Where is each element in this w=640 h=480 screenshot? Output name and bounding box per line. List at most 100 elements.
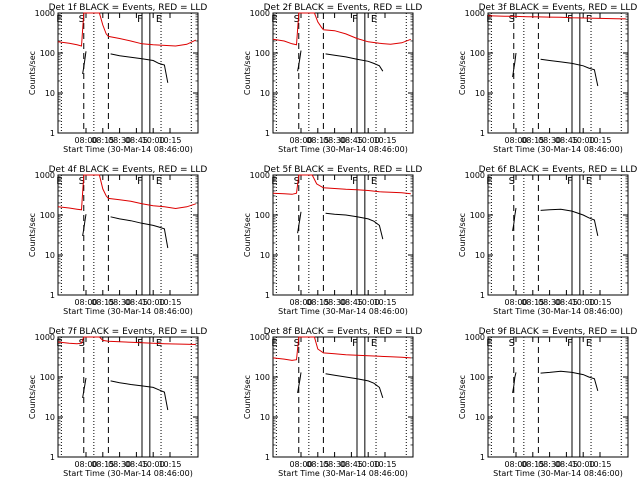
y-tick-label: 10 [475, 251, 485, 260]
x-tick-label: 08:30 [323, 298, 346, 307]
plot-frame [487, 12, 629, 134]
events-series-line [512, 207, 599, 237]
plot-frame [272, 336, 414, 458]
x-tick-label: 10:15 [158, 460, 181, 469]
x-tick-label: 08:45 [555, 460, 578, 469]
event-marker-label: F [352, 338, 358, 349]
x-tick-label: 10:15 [158, 298, 181, 307]
x-tick-label: 08:45 [555, 298, 578, 307]
x-tick-label: 08:45 [555, 136, 578, 145]
x-tick-label: 08:00 [289, 460, 312, 469]
x-tick-label: 10:00 [142, 460, 165, 469]
x-tick-label: 08:15 [306, 298, 329, 307]
y-tick-label: 1 [480, 453, 485, 462]
x-tick-label: 10:00 [357, 298, 380, 307]
x-tick-label: 10:00 [572, 136, 595, 145]
event-marker-label: E [371, 338, 377, 349]
x-tick-label: 10:15 [588, 298, 611, 307]
panel-title: Det 5f BLACK = Events, RED = LLD [264, 165, 423, 175]
y-tick-label: 1 [50, 453, 55, 462]
event-marker-label: E [486, 338, 492, 349]
event-marker-label: F [352, 176, 358, 187]
x-tick-label: 08:30 [323, 136, 346, 145]
x-tick-label: 08:15 [306, 136, 329, 145]
x-tick-label: 08:15 [521, 298, 544, 307]
x-axis-label: Start Time (30-Mar-14 08:46:00) [278, 307, 408, 316]
panel-title: Det 7f BLACK = Events, RED = LLD [49, 327, 208, 337]
event-marker-label: E [271, 338, 277, 349]
x-tick-label: 10:00 [357, 460, 380, 469]
x-tick-label: 08:15 [306, 460, 329, 469]
y-axis-label: Counts/sec [28, 375, 37, 419]
y-axis-label: Counts/sec [458, 375, 467, 419]
y-tick-label: 1000 [35, 171, 55, 180]
x-tick-label: 10:15 [373, 460, 396, 469]
y-axis-label: Counts/sec [458, 51, 467, 95]
y-axis-label: Counts/sec [458, 213, 467, 257]
y-axis-label: Counts/sec [243, 213, 252, 257]
y-tick-label: 100 [40, 49, 55, 58]
x-axis-label: Start Time (30-Mar-14 08:46:00) [278, 469, 408, 478]
lld-series-line [57, 12, 197, 47]
event-marker-label: F [352, 14, 358, 25]
x-tick-label: 08:15 [521, 136, 544, 145]
x-tick-label: 10:00 [142, 136, 165, 145]
x-axis-label: Start Time (30-Mar-14 08:46:00) [493, 469, 623, 478]
x-tick-label: 08:30 [323, 460, 346, 469]
event-marker-label: F [567, 176, 573, 187]
event-marker-label: F [137, 338, 143, 349]
lld-series-line [487, 15, 626, 20]
panel-title: Det 4f BLACK = Events, RED = LLD [49, 165, 208, 175]
x-tick-label: 08:45 [340, 136, 363, 145]
y-axis-label: Counts/sec [243, 51, 252, 95]
event-marker-label: S [79, 14, 85, 25]
lld-series-line [57, 336, 196, 345]
event-marker-label: S [509, 176, 515, 187]
x-tick-label: 08:30 [108, 460, 131, 469]
y-tick-label: 100 [40, 373, 55, 382]
y-tick-label: 10 [475, 89, 485, 98]
y-axis-label: Counts/sec [28, 213, 37, 257]
y-axis-label: Counts/sec [28, 51, 37, 95]
event-marker-label: E [271, 14, 277, 25]
y-tick-label: 1 [480, 291, 485, 300]
x-tick-label: 08:00 [74, 460, 97, 469]
event-marker-label: S [294, 338, 300, 349]
lld-series-line [57, 174, 196, 211]
y-tick-label: 1000 [35, 333, 55, 342]
x-axis-label: Start Time (30-Mar-14 08:46:00) [63, 145, 193, 154]
x-tick-label: 08:15 [91, 136, 114, 145]
x-axis-label: Start Time (30-Mar-14 08:46:00) [63, 469, 193, 478]
event-marker-label: E [586, 338, 592, 349]
y-tick-label: 100 [255, 49, 270, 58]
event-marker-label: E [56, 14, 62, 25]
x-tick-label: 10:15 [158, 136, 181, 145]
event-marker-label: S [509, 338, 515, 349]
event-marker-label: E [586, 14, 592, 25]
event-marker-label: E [56, 338, 62, 349]
event-marker-label: S [294, 176, 300, 187]
y-tick-label: 100 [470, 373, 485, 382]
y-tick-label: 100 [40, 211, 55, 220]
lld-series-line [272, 12, 411, 46]
plot-frame [487, 336, 629, 458]
plot-frame [487, 174, 629, 296]
y-tick-label: 1000 [250, 333, 270, 342]
event-marker-label: E [371, 14, 377, 25]
event-marker-label: S [294, 14, 300, 25]
x-tick-label: 10:00 [142, 298, 165, 307]
events-series-line [297, 211, 384, 240]
x-tick-label: 08:15 [521, 460, 544, 469]
x-tick-label: 10:15 [373, 298, 396, 307]
x-tick-label: 08:00 [504, 460, 527, 469]
x-tick-label: 08:00 [289, 298, 312, 307]
y-tick-label: 10 [260, 89, 270, 98]
x-tick-label: 08:00 [504, 136, 527, 145]
x-tick-label: 10:00 [572, 298, 595, 307]
panel-title: Det 8f BLACK = Events, RED = LLD [264, 327, 423, 337]
events-series-line [512, 52, 599, 87]
events-series-line [512, 370, 599, 393]
event-marker-label: E [486, 176, 492, 187]
y-axis-label: Counts/sec [243, 375, 252, 419]
